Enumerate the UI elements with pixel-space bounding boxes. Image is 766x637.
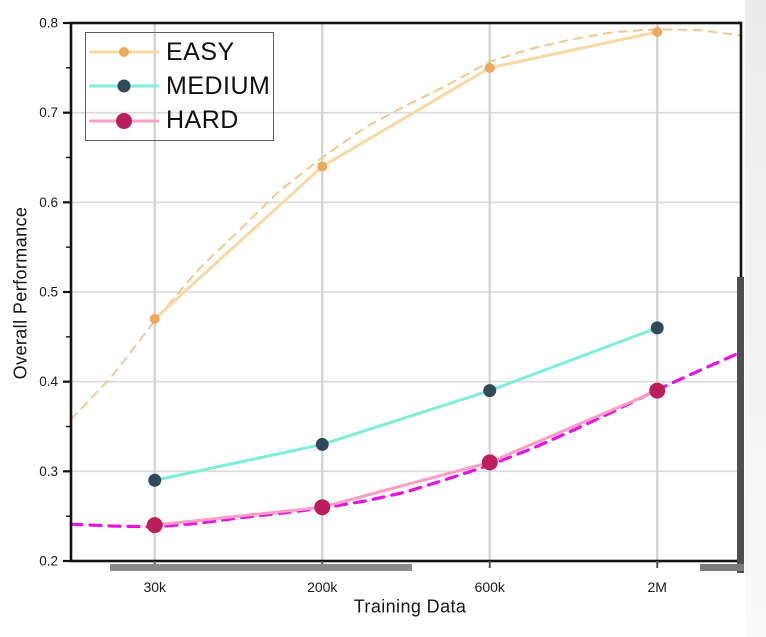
x-tick-label: 600k — [475, 579, 506, 595]
y-tick-label: 0.6 — [39, 195, 58, 210]
series-line-medium — [153, 326, 659, 482]
y-tick-label: 0.7 — [39, 105, 58, 120]
y-tick-label: 0.5 — [39, 285, 58, 300]
legend-item-easy: EASY — [89, 35, 273, 69]
legend-marker-medium-icon — [89, 76, 159, 96]
y-axis-ticks: 0.2 0.3 0.4 0.5 0.6 0.7 0.8 — [39, 16, 71, 569]
x-tick-label: 200k — [307, 579, 338, 595]
x-axis-title: Training Data — [353, 596, 467, 617]
legend-item-medium: MEDIUM — [89, 69, 273, 103]
x-tick-label: 30k — [143, 579, 167, 595]
y-tick-label: 0.3 — [39, 464, 58, 479]
horizontal-scrollbar-thumb[interactable] — [110, 564, 412, 571]
right-gutter — [745, 0, 766, 637]
legend-label-easy: EASY — [166, 37, 235, 66]
series-line-easy — [153, 30, 659, 321]
legend-label-medium: MEDIUM — [166, 71, 271, 100]
legend-marker-easy-icon — [89, 42, 159, 62]
x-axis-ticks: 30k 200k 600k 2M — [143, 561, 667, 595]
horizontal-scrollbar-corner-segment[interactable] — [700, 564, 744, 571]
series-markers-easy — [149, 26, 663, 324]
y-tick-label: 0.8 — [39, 16, 58, 31]
vertical-scrollbar-thumb[interactable] — [737, 277, 744, 573]
legend-label-hard: HARD — [166, 106, 239, 135]
fit-line-hard — [69, 350, 743, 529]
legend-item-hard: HARD — [89, 104, 273, 138]
legend: EASY MEDIUM HARD — [85, 32, 274, 141]
y-tick-label: 0.4 — [39, 374, 58, 389]
series-line-hard — [153, 389, 659, 527]
x-tick-label: 2M — [648, 579, 667, 595]
series-markers-hard — [146, 382, 666, 534]
y-tick-label: 0.2 — [39, 554, 58, 569]
legend-marker-hard-icon — [89, 111, 159, 131]
series-markers-medium — [148, 321, 664, 487]
y-axis-title: Overall Performance — [10, 206, 31, 380]
